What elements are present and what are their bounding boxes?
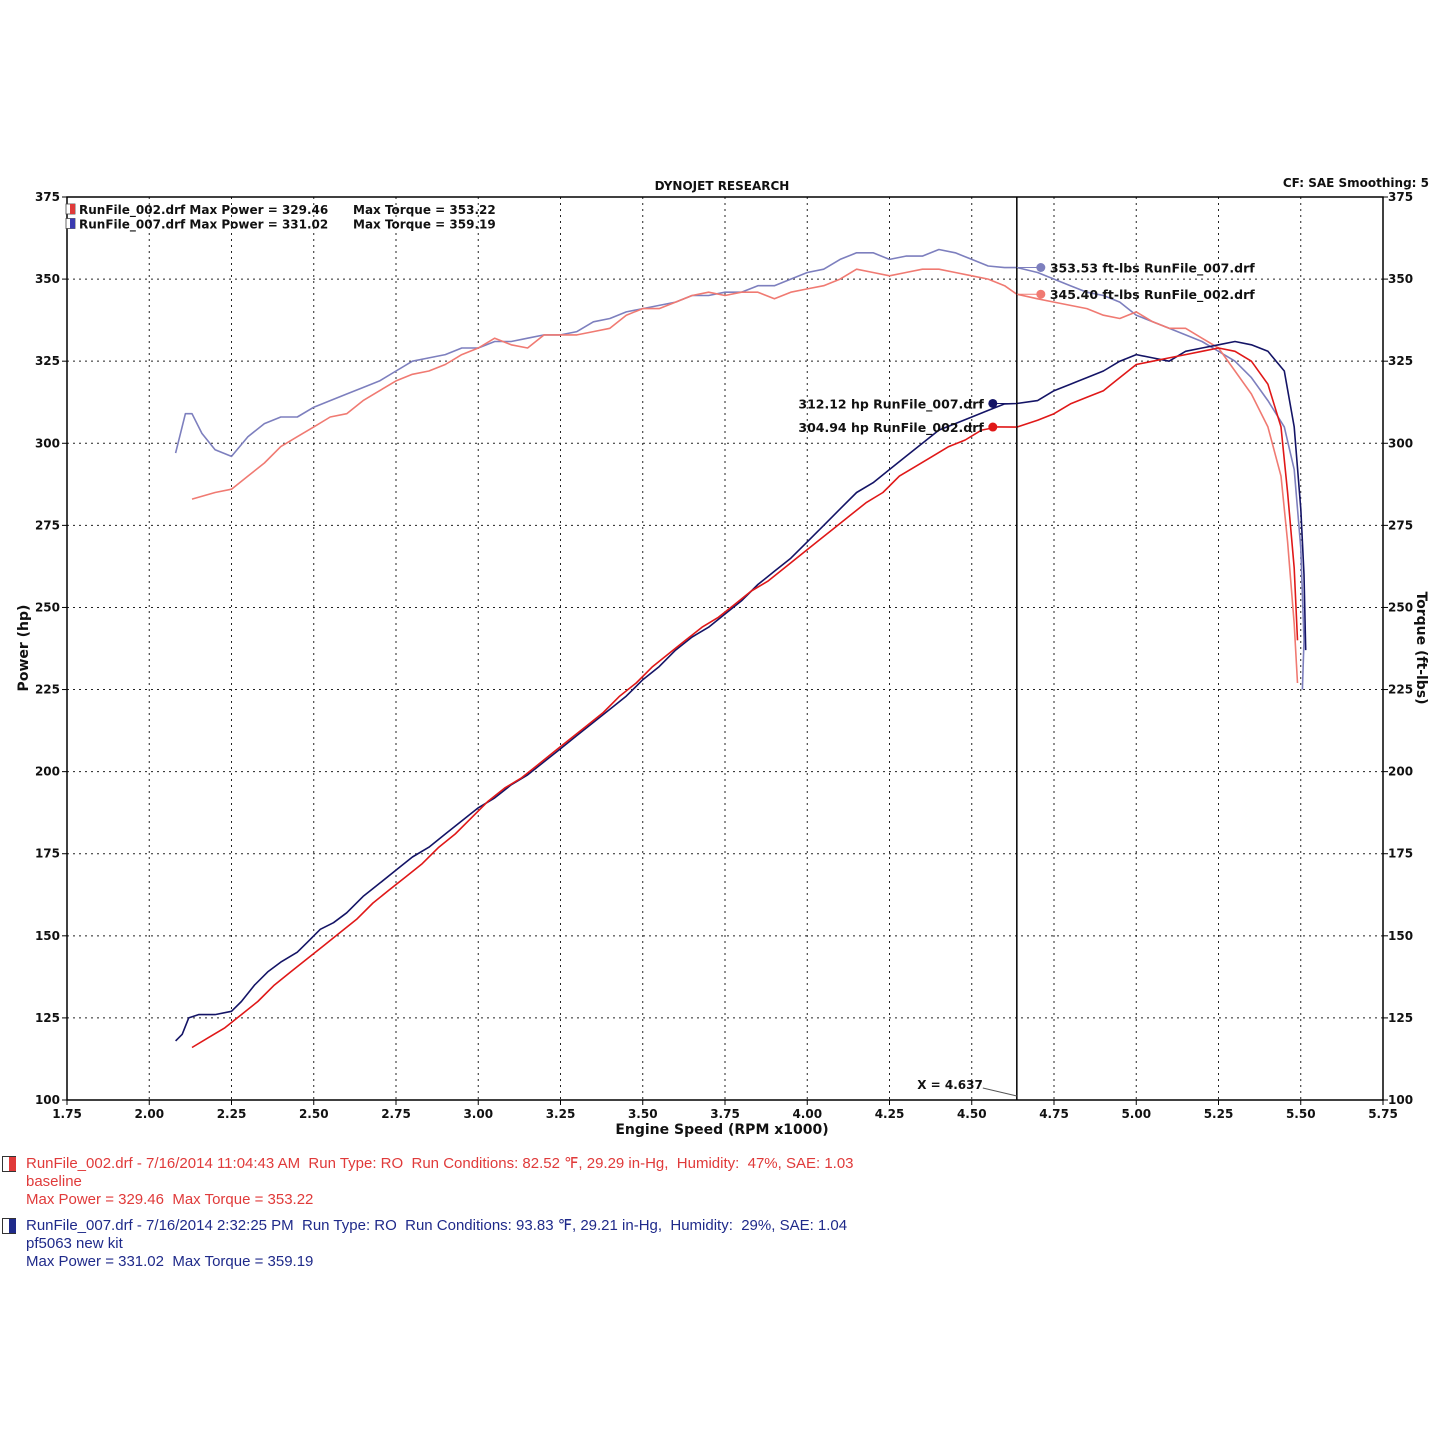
legend-torque: Max Torque = 353.22 (353, 203, 496, 217)
x-tick-label: 4.00 (792, 1107, 822, 1121)
run2-line3: Max Power = 331.02 Max Torque = 359.19 (26, 1253, 314, 1270)
plot-frame (66, 196, 1384, 1101)
x-tick-label: 5.25 (1204, 1107, 1234, 1121)
y-tick-label-right: 275 (1388, 518, 1413, 532)
annotation-label: 353.53 ft-lbs RunFile_007.drf (1050, 260, 1255, 276)
y-tick-label-right: 300 (1388, 436, 1413, 450)
dyno-chart: DYNOJET RESEARCH CF: SAE Smoothing: 5 1.… (16, 176, 1429, 1138)
annotation-label: 345.40 ft-lbs RunFile_002.drf (1050, 287, 1255, 303)
annotation-marker (988, 398, 998, 408)
series-line-4 (191, 347, 1299, 1049)
x-tick-label: 5.00 (1121, 1107, 1151, 1121)
x-tick-label: 4.50 (957, 1107, 987, 1121)
y-tick-label-right: 375 (1388, 190, 1413, 204)
y-tick-label-right: 175 (1388, 847, 1413, 861)
run2-line1: RunFile_007.drf - 7/16/2014 2:32:25 PM R… (26, 1217, 848, 1234)
run-info-2: RunFile_007.drf - 7/16/2014 2:32:25 PM R… (0, 1217, 1000, 1273)
x-tick-label: 5.75 (1368, 1107, 1398, 1121)
annotations: 353.53 ft-lbs RunFile_007.drf 345.40 ft-l… (798, 260, 1255, 436)
y-tick-label-right: 100 (1388, 1093, 1413, 1107)
x-tick-label: 2.00 (134, 1107, 164, 1121)
cursor-label-leader (982, 1087, 1017, 1097)
legend-torque: Max Torque = 359.19 (353, 218, 496, 232)
x-tick-label: 3.25 (546, 1107, 576, 1121)
series-line-1 (174, 248, 1305, 690)
y-tick-label-left: 100 (35, 1093, 60, 1107)
y-axis-left-label: Power (hp) (16, 605, 32, 692)
x-tick-label: 4.25 (875, 1107, 905, 1121)
legend-label: RunFile_007.drf Max Power = 331.02 (79, 218, 328, 233)
run1-swatch (2, 1156, 16, 1172)
annotation-label: 304.94 hp RunFile_002.drf (798, 420, 984, 436)
series-line-3 (175, 340, 1307, 1042)
grid-lines (67, 197, 1383, 1100)
y-tick-label-left: 275 (35, 518, 60, 532)
y-tick-label-right: 150 (1388, 929, 1413, 943)
run1-line3: Max Power = 329.46 Max Torque = 353.22 (26, 1191, 314, 1208)
x-tick-label: 2.75 (381, 1107, 411, 1121)
legend-label: RunFile_002.drf Max Power = 329.46 (79, 203, 328, 218)
y-tick-label-left: 200 (35, 765, 60, 779)
legend: RunFile_002.drf Max Power = 329.46 Max To… (65, 203, 496, 233)
run1-line2: baseline (26, 1173, 82, 1190)
y-tick-label-right: 225 (1388, 683, 1413, 697)
annotation-label: 312.12 hp RunFile_007.drf (798, 396, 984, 412)
cursor-label: X = 4.637 (917, 1078, 983, 1092)
annotation-marker (1036, 289, 1046, 299)
run2-line2: pf5063 new kit (26, 1235, 123, 1252)
run1-line1: RunFile_002.drf - 7/16/2014 11:04:43 AM … (26, 1155, 854, 1172)
x-axis-label: Engine Speed (RPM x1000) (615, 1122, 828, 1138)
legend-swatch-fill (70, 218, 75, 229)
y-axis-right-label: Torque (ft-lbs) (1413, 591, 1429, 704)
y-tick-label-left: 350 (35, 272, 60, 286)
y-tick-label-left: 325 (35, 354, 60, 368)
x-tick-label: 2.50 (299, 1107, 329, 1121)
y-tick-label-right: 350 (1388, 272, 1413, 286)
y-tick-label-right: 200 (1388, 765, 1413, 779)
x-tick-label: 2.25 (217, 1107, 247, 1121)
x-tick-label: 3.75 (710, 1107, 740, 1121)
y-tick-label-left: 125 (35, 1011, 60, 1025)
chart-title: DYNOJET RESEARCH (655, 179, 790, 193)
y-tick-label-left: 175 (35, 847, 60, 861)
x-tick-label: 1.75 (52, 1107, 82, 1121)
run2-swatch (2, 1218, 16, 1234)
settings-label: CF: SAE Smoothing: 5 (1283, 176, 1429, 190)
y-tick-label-left: 150 (35, 929, 60, 943)
series-line-2 (191, 268, 1299, 684)
y-tick-label-right: 250 (1388, 600, 1413, 614)
y-tick-label-left: 300 (35, 436, 60, 450)
run-info-1: RunFile_002.drf - 7/16/2014 11:04:43 AM … (0, 1155, 1000, 1211)
x-tick-label: 5.50 (1286, 1107, 1316, 1121)
tick-labels: 1.75 2.00 2.25 2.50 2.75 3.00 3.25 3.50 3.75 4.00… (35, 190, 1413, 1121)
legend-swatch-fill (70, 204, 75, 214)
y-tick-label-left: 225 (35, 683, 60, 697)
y-tick-label-right: 325 (1388, 354, 1413, 368)
cursor: X = 4.637 (917, 197, 1018, 1100)
series-lines (174, 248, 1307, 1049)
y-tick-label-left: 250 (35, 600, 60, 614)
x-tick-label: 3.50 (628, 1107, 658, 1121)
y-tick-label-right: 125 (1388, 1011, 1413, 1025)
x-tick-label: 4.75 (1039, 1107, 1069, 1121)
x-tick-label: 3.00 (463, 1107, 493, 1121)
annotation-marker (1036, 262, 1046, 272)
annotation-marker (988, 422, 998, 432)
y-tick-label-left: 375 (35, 190, 60, 204)
